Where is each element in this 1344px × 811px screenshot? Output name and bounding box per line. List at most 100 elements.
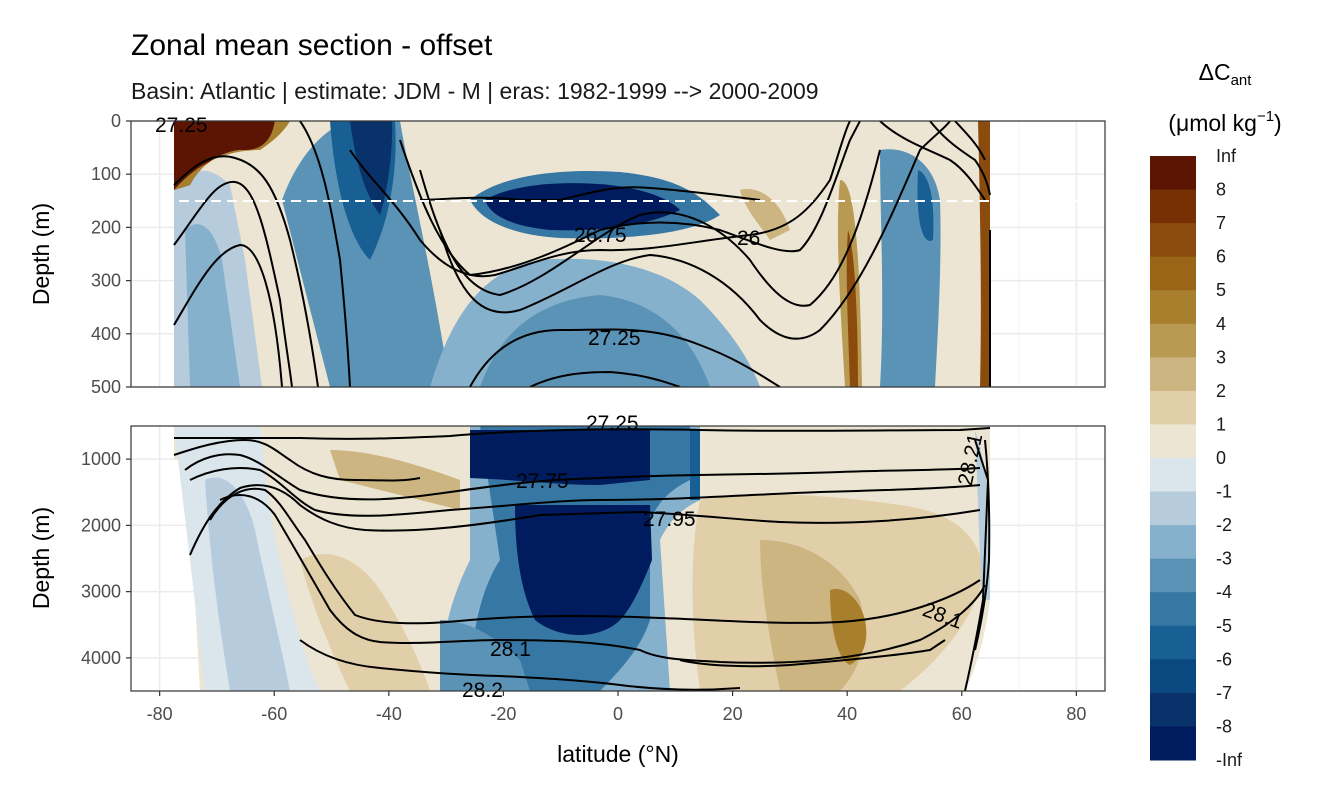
legend-label: 1 [1216, 414, 1226, 434]
legend-units: (μmol kg−1) [1168, 108, 1281, 136]
legend-label: 4 [1216, 314, 1226, 334]
legend-label: 0 [1216, 448, 1226, 468]
y-tick-label: 3000 [81, 582, 121, 602]
upper-contour-3 [173, 155, 319, 387]
lower-brown-east [830, 589, 867, 665]
legend-label: 2 [1216, 381, 1226, 401]
chart-subtitle: Basin: Atlantic | estimate: JDM - M | er… [131, 78, 819, 104]
upper-contour-13 [929, 121, 991, 196]
lower-contour-labels: 27.25 27.75 27.95 28.1 28.2 28.1 28.21 [462, 412, 987, 702]
legend-color-swatch [1150, 390, 1196, 425]
lower-navy-column [515, 505, 652, 635]
lower-contour-label-1: 27.25 [586, 412, 639, 435]
legend-labels: Inf 8 7 6 5 4 3 2 1 0 -1 -2 -3 -4 -5 -6 -7 -8 -Inf [1216, 146, 1243, 770]
legend-label: -7 [1216, 683, 1232, 703]
lower-navy-upper [470, 430, 650, 485]
x-tick-label: -40 [376, 704, 402, 724]
upper-contour-14 [954, 121, 986, 161]
legend-label: 8 [1216, 180, 1226, 200]
legend-label: 7 [1216, 213, 1226, 233]
x-tick-label: 20 [723, 704, 743, 724]
lower-contour-3 [184, 453, 981, 501]
upper-y-axis: 0 100 200 300 400 500 [91, 111, 131, 397]
upper-blue-patch-west-deep [185, 224, 240, 387]
legend-color-swatch [1150, 323, 1196, 358]
legend-title: ΔCant [1199, 59, 1253, 89]
legend-color-swatch [1150, 458, 1196, 493]
upper-contour-9 [469, 328, 781, 387]
legend-color-swatch [1150, 357, 1196, 392]
x-axis-label: latitude (°N) [557, 741, 679, 767]
legend-color-swatch [1150, 726, 1196, 761]
upper-contour-7 [419, 149, 881, 307]
lower-contour-label-3: 27.95 [643, 508, 696, 531]
lower-contours [173, 427, 991, 691]
upper-contour-label-1: 27.25 [155, 114, 208, 137]
legend-color-swatch [1150, 290, 1196, 325]
legend-color-swatch [1150, 156, 1196, 191]
x-tick-label: 0 [613, 704, 623, 724]
legend-label: -8 [1216, 716, 1232, 736]
legend: ΔCant (μmol kg−1) Inf 8 7 6 5 4 3 2 1 0 -1 -2 -3 -4 -5… [1150, 59, 1282, 770]
legend-label: Inf [1216, 146, 1237, 166]
upper-brown-band-east [978, 121, 990, 387]
legend-units-close: ) [1274, 110, 1282, 136]
lower-contour-2 [173, 438, 421, 482]
legend-color-swatch [1150, 189, 1196, 224]
legend-color-swatch [1150, 592, 1196, 627]
y-tick-label: 2000 [81, 515, 121, 535]
legend-label: -6 [1216, 649, 1232, 669]
x-tick-label: -20 [490, 704, 516, 724]
legend-units-sup: −1 [1257, 108, 1274, 125]
lower-contour-1 [174, 427, 991, 440]
upper-contour-4 [299, 121, 351, 387]
upper-contour-1 [173, 180, 293, 387]
lower-blue-east-thin [690, 430, 700, 500]
lower-contour-9 [679, 639, 946, 668]
legend-label: -Inf [1216, 750, 1243, 770]
upper-blue-column-55n-deep [917, 170, 934, 241]
lower-contour-8 [299, 639, 741, 691]
y-tick-label: 100 [91, 164, 121, 184]
lower-panel: 27.25 27.75 27.95 28.1 28.2 28.1 28.21 1… [81, 412, 1106, 702]
legend-label: -1 [1216, 482, 1232, 502]
upper-panel: 27.25 26.75 26 27.25 0 100 200 300 400 500 [91, 111, 1106, 397]
legend-label: 6 [1216, 247, 1226, 267]
lower-contour-label-4: 28.1 [490, 638, 531, 661]
lower-blue-south [440, 620, 530, 691]
upper-contour-12 [879, 121, 986, 201]
legend-color-swatch [1150, 659, 1196, 694]
lower-blue-east-edge [975, 430, 990, 600]
legend-label: -2 [1216, 515, 1232, 535]
upper-y-axis-label: Depth (m) [28, 203, 54, 305]
x-tick-label: 80 [1066, 704, 1086, 724]
y-tick-label: 200 [91, 217, 121, 237]
legend-color-swatch [1150, 223, 1196, 258]
y-tick-label: 1000 [81, 449, 121, 469]
legend-label: 5 [1216, 280, 1226, 300]
lower-y-axis-label: Depth (m) [28, 507, 54, 609]
y-tick-label: 0 [111, 111, 121, 131]
upper-contour-8 [439, 121, 951, 340]
legend-colorbar [1150, 156, 1196, 761]
upper-blue-column-55n [880, 149, 941, 387]
lower-blue-west-mid [205, 477, 290, 691]
lower-contour-5 [189, 484, 981, 556]
lower-heatmap [174, 426, 990, 691]
lower-contour-label-2: 27.75 [516, 470, 569, 493]
legend-color-swatch [1150, 558, 1196, 593]
y-tick-label: 500 [91, 377, 121, 397]
lower-contour-10 [964, 439, 990, 691]
legend-label: -3 [1216, 549, 1232, 569]
upper-brown-patch-west-halo [174, 121, 290, 190]
upper-panel-border [130, 120, 1106, 388]
lower-contour-7 [219, 494, 986, 664]
lower-tan-east-mid [760, 540, 864, 691]
upper-contour-5 [349, 121, 851, 278]
x-tick-label: 60 [952, 704, 972, 724]
x-tick-label: -80 [147, 704, 173, 724]
upper-brown-patch-west [174, 121, 275, 190]
y-tick-label: 400 [91, 324, 121, 344]
